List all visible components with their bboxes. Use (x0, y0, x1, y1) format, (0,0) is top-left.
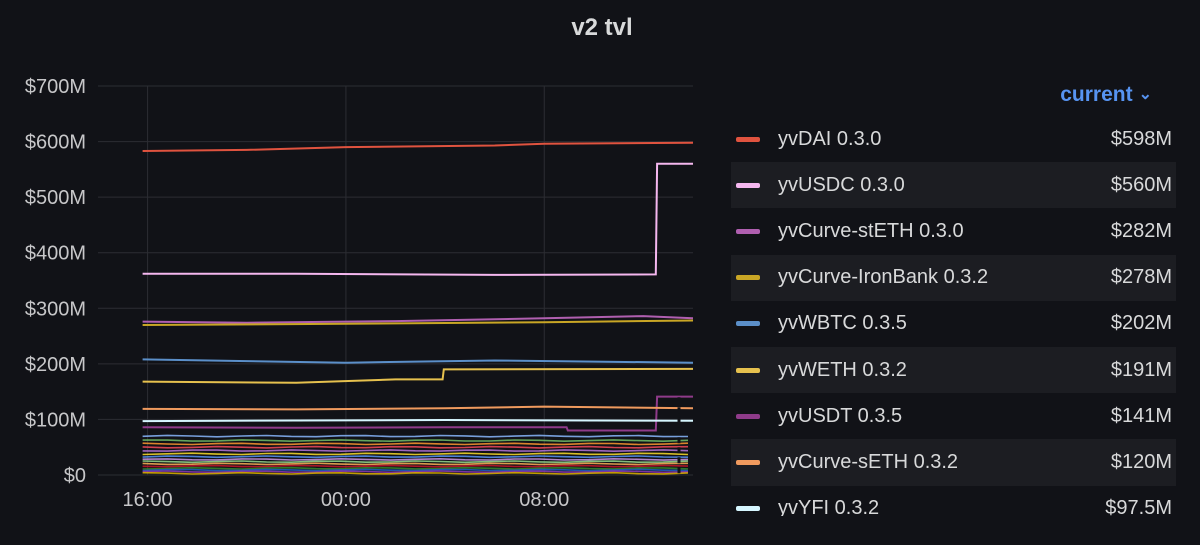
legend-sort-header[interactable]: current ⌄ (1060, 83, 1152, 106)
legend-swatch (736, 367, 760, 373)
minor-series-line (142, 464, 689, 468)
minor-series-line (142, 455, 689, 459)
y-tick-label: $100M (25, 409, 86, 431)
series-lines (142, 141, 694, 475)
legend-series-name: yvCurve-sETH 0.3.2 (778, 450, 959, 473)
series-line (142, 395, 693, 432)
minor-series-line (142, 445, 689, 449)
legend-current-value: $282M (1110, 219, 1172, 242)
legend-item[interactable]: yvCurve-sETH 0.3.2 $120M (731, 439, 1176, 486)
legend-current-value: $97.5M (1105, 497, 1172, 516)
series-line (142, 319, 694, 326)
legend-current-value: $560M (1110, 173, 1172, 196)
x-axis-labels: 16:00 00:00 08:00 (123, 489, 570, 511)
legend-item[interactable]: yvWETH 0.3.2 $191M (731, 346, 1176, 394)
legend-series-name: yvYFI 0.3.2 (778, 497, 880, 516)
legend-swatch (736, 459, 760, 465)
y-tick-label: $200M (25, 354, 86, 376)
legend-item[interactable]: yvCurve-stETH 0.3.0 $282M (731, 208, 1176, 254)
legend-series-name: yvWETH 0.3.2 (778, 358, 907, 381)
legend-swatch (736, 506, 760, 512)
series-line (142, 315, 694, 324)
legend-series-name: yvCurve-IronBank 0.3.2 (778, 266, 989, 289)
legend: yvDAI 0.3.0 $598M yvUSDC 0.3.0 $560M yvCurve… (731, 116, 1176, 516)
minor-series-line (142, 468, 689, 472)
minor-series-line (142, 466, 689, 470)
legend-item[interactable]: yvDAI 0.3.0 $598M (731, 116, 1176, 162)
series-line (142, 358, 694, 364)
series-line (142, 405, 694, 411)
series-line (142, 418, 694, 423)
legend-swatch (736, 275, 760, 281)
x-tick-label: 00:00 (321, 489, 371, 511)
y-axis-labels: $0 $100M $200M $300M $400M $500M $600M $700M (25, 76, 86, 487)
y-tick-label: $500M (25, 187, 86, 209)
minor-series-line (142, 460, 689, 464)
y-tick-label: $400M (25, 243, 86, 265)
legend-current-value: $141M (1110, 404, 1172, 427)
legend-swatch (736, 228, 760, 234)
series-line (142, 162, 693, 276)
minor-series-line (142, 471, 689, 475)
legend-series-name: yvWBTC 0.3.5 (778, 312, 907, 335)
minor-series-line (142, 457, 689, 461)
y-tick-label: $300M (25, 298, 86, 320)
legend-current-value: $202M (1110, 312, 1172, 335)
x-tick-label: 08:00 (519, 489, 569, 511)
legend-current-value: $598M (1110, 127, 1172, 150)
line-chart: $0 $100M $200M $300M $400M $500M $600M $700M 16… (25, 76, 694, 511)
legend-item[interactable]: yvWBTC 0.3.5 $202M (731, 301, 1176, 347)
legend-swatch (736, 321, 760, 327)
series-line (142, 367, 694, 384)
legend-series-name: yvCurve-stETH 0.3.0 (778, 219, 964, 242)
legend-current-value: $191M (1110, 358, 1172, 381)
minor-series-line (142, 470, 689, 474)
legend-series-name: yvUSDC 0.3.0 (778, 173, 905, 196)
legend-current-value: $120M (1110, 450, 1172, 473)
legend-swatch (736, 136, 760, 142)
y-tick-label: $600M (25, 132, 86, 154)
minor-series-line (142, 449, 689, 453)
minor-series-line (142, 439, 689, 443)
minor-series-line (142, 452, 689, 456)
series-line (142, 141, 694, 152)
x-tick-label: 16:00 (123, 489, 173, 511)
legend-item[interactable]: yvYFI 0.3.2 $97.5M (731, 486, 1176, 516)
minor-series-line (142, 442, 689, 446)
y-tick-label: $700M (25, 76, 86, 98)
y-tick-label: $0 (64, 465, 86, 487)
minor-series-line (142, 462, 689, 466)
minor-series-line (142, 434, 689, 438)
legend-item[interactable]: yvUSDT 0.3.5 $141M (731, 393, 1176, 439)
legend-series-name: yvDAI 0.3.0 (778, 127, 882, 150)
legend-series-name: yvUSDT 0.3.5 (778, 404, 903, 427)
legend-swatch (736, 413, 760, 419)
legend-current-value: $278M (1110, 266, 1172, 289)
panel-title[interactable]: v2 tvl (571, 14, 633, 41)
chevron-down-icon: ⌄ (1138, 86, 1152, 103)
minor-series-band (142, 434, 689, 475)
legend-item[interactable]: yvCurve-IronBank 0.3.2 $278M (731, 254, 1176, 301)
legend-item[interactable]: yvUSDC 0.3.0 $560M (731, 162, 1176, 209)
legend-swatch (736, 182, 760, 188)
